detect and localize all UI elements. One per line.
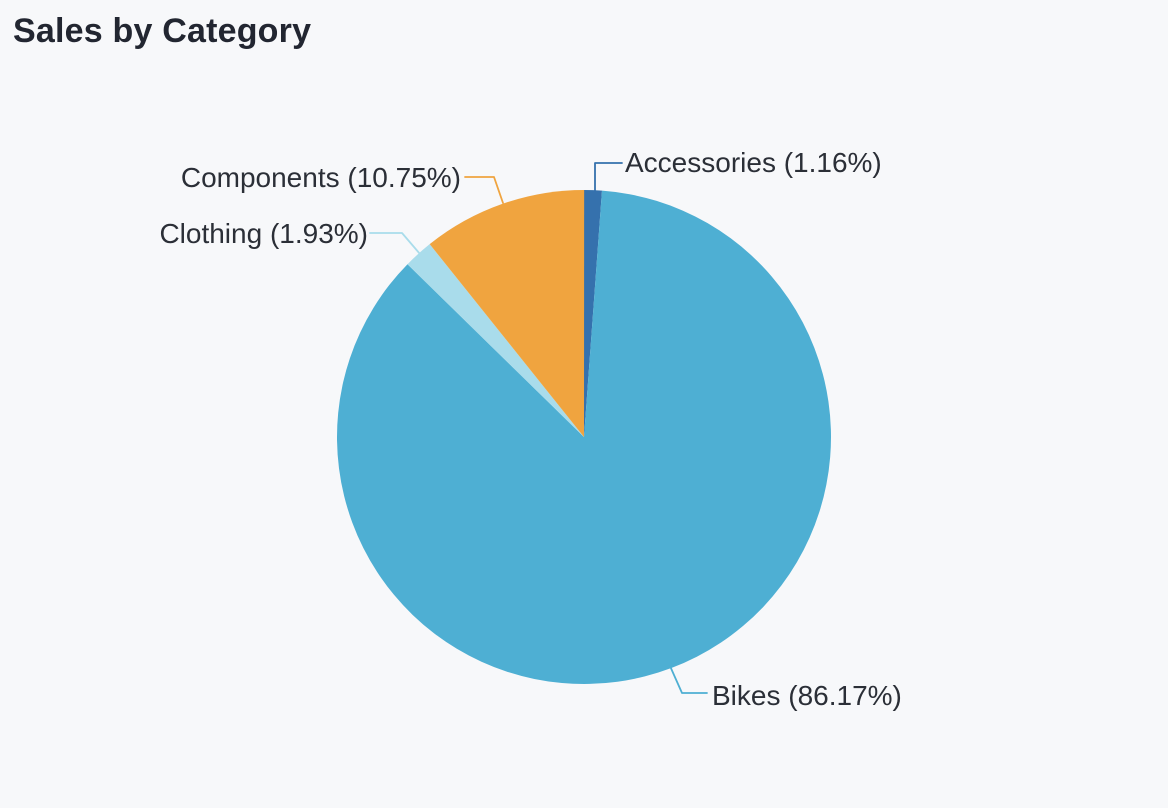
leader-line-bikes — [669, 665, 708, 694]
leader-line-clothing — [369, 232, 421, 255]
chart-title: Sales by Category — [13, 12, 312, 50]
leader-line-accessories — [594, 162, 623, 192]
leader-lines — [369, 162, 708, 694]
pie-slice-bikes — [336, 190, 831, 685]
slice-label-accessories: Accessories (1.16%) — [625, 147, 882, 178]
pie-slice-accessories — [584, 190, 602, 437]
slice-label-bikes: Bikes (86.17%) — [712, 680, 902, 711]
slice-label-components: Components (10.75%) — [180, 162, 461, 193]
leader-line-components — [464, 176, 504, 204]
pie-slices — [336, 189, 831, 685]
pie-slice-components — [429, 189, 585, 437]
slice-label-clothing: Clothing (1.93%) — [159, 218, 368, 249]
pie-slice-clothing — [407, 244, 584, 437]
